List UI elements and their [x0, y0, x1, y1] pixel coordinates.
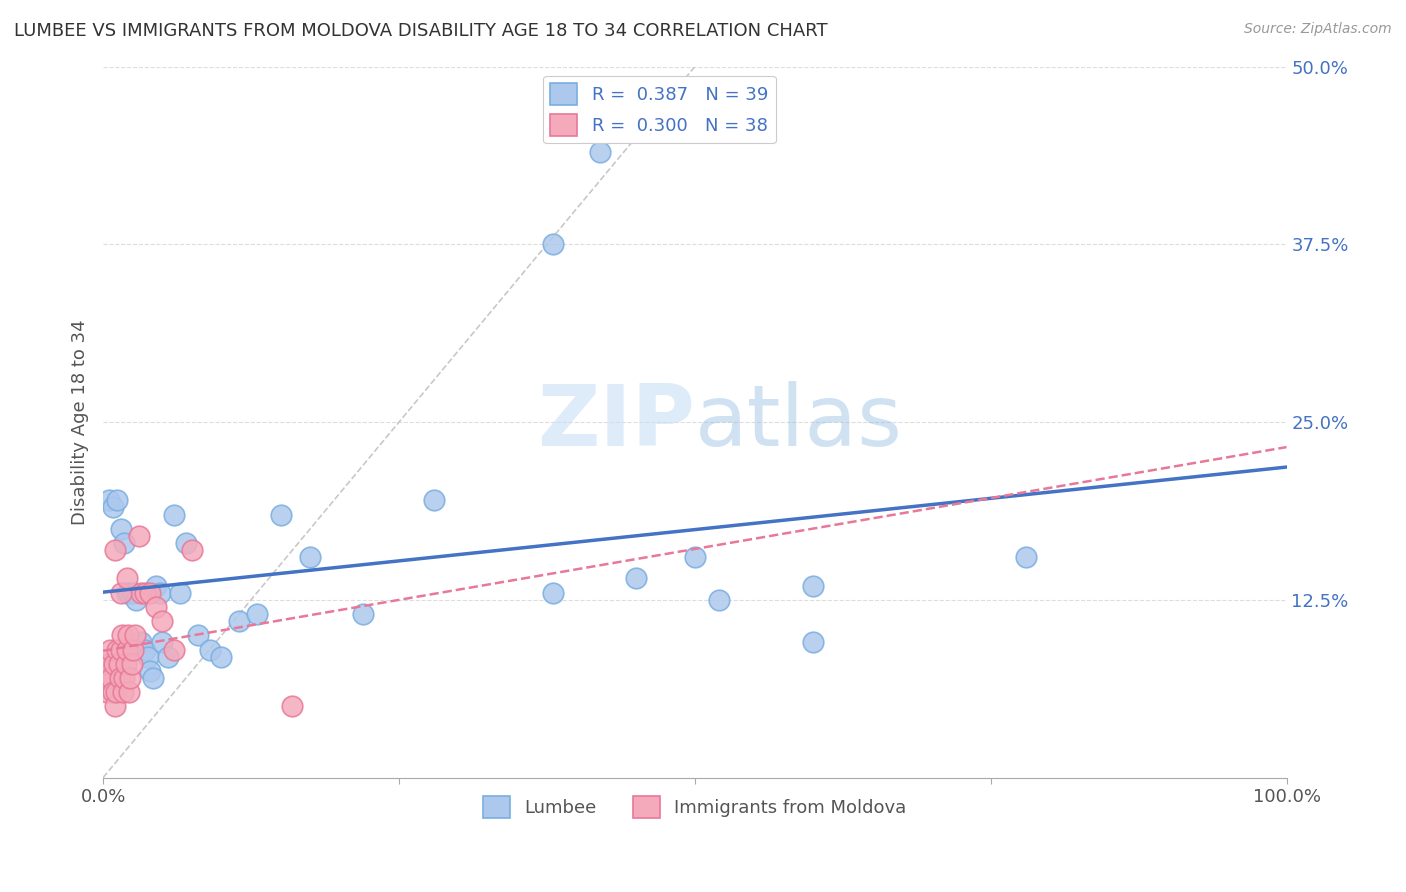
Point — [104, 699, 127, 714]
Point — [683, 550, 706, 565]
Point — [423, 493, 446, 508]
Point — [112, 685, 135, 699]
Y-axis label: Disability Age 18 to 34: Disability Age 18 to 34 — [72, 319, 89, 524]
Point — [98, 642, 121, 657]
Point — [134, 642, 156, 657]
Point — [120, 671, 142, 685]
Point — [150, 635, 173, 649]
Point — [104, 543, 127, 558]
Point — [101, 500, 124, 515]
Point — [121, 585, 143, 599]
Point — [128, 529, 150, 543]
Point — [121, 642, 143, 657]
Point — [353, 607, 375, 621]
Point — [124, 628, 146, 642]
Point — [281, 699, 304, 714]
Point — [115, 572, 138, 586]
Point — [169, 585, 191, 599]
Point — [163, 642, 186, 657]
Point — [541, 585, 564, 599]
Point — [157, 649, 180, 664]
Point — [228, 614, 250, 628]
Point — [136, 649, 159, 664]
Point — [139, 585, 162, 599]
Point — [108, 671, 131, 685]
Text: atlas: atlas — [695, 381, 903, 464]
Point — [149, 585, 172, 599]
Point — [180, 543, 202, 558]
Point — [174, 536, 197, 550]
Point — [801, 635, 824, 649]
Point — [624, 572, 647, 586]
Point — [114, 671, 136, 685]
Point — [100, 671, 122, 685]
Point — [105, 685, 128, 699]
Point — [198, 642, 221, 657]
Point — [97, 671, 120, 685]
Point — [101, 685, 124, 699]
Point — [150, 614, 173, 628]
Point — [246, 607, 269, 621]
Text: ZIP: ZIP — [537, 381, 695, 464]
Point — [142, 671, 165, 685]
Point — [98, 657, 121, 671]
Point — [299, 550, 322, 565]
Point — [125, 592, 148, 607]
Legend: Lumbee, Immigrants from Moldova: Lumbee, Immigrants from Moldova — [475, 789, 914, 825]
Point — [121, 657, 143, 671]
Point — [118, 685, 141, 699]
Point — [98, 493, 121, 508]
Point — [96, 685, 118, 699]
Point — [115, 642, 138, 657]
Point — [110, 642, 132, 657]
Point — [129, 635, 152, 649]
Text: Source: ZipAtlas.com: Source: ZipAtlas.com — [1244, 22, 1392, 37]
Point — [134, 585, 156, 599]
Point — [115, 585, 138, 599]
Point — [589, 145, 612, 159]
Point — [117, 628, 139, 642]
Point — [110, 522, 132, 536]
Point — [118, 585, 141, 599]
Point — [103, 657, 125, 671]
Point — [114, 536, 136, 550]
Point — [111, 628, 134, 642]
Point — [270, 508, 292, 522]
Point — [801, 579, 824, 593]
Point — [145, 599, 167, 614]
Point — [105, 493, 128, 508]
Point — [129, 585, 152, 599]
Point — [541, 237, 564, 252]
Point — [163, 508, 186, 522]
Point — [139, 664, 162, 678]
Point — [707, 592, 730, 607]
Point — [110, 585, 132, 599]
Point — [107, 657, 129, 671]
Point — [211, 649, 233, 664]
Point — [93, 671, 115, 685]
Point — [114, 657, 136, 671]
Text: LUMBEE VS IMMIGRANTS FROM MOLDOVA DISABILITY AGE 18 TO 34 CORRELATION CHART: LUMBEE VS IMMIGRANTS FROM MOLDOVA DISABI… — [14, 22, 828, 40]
Point — [105, 642, 128, 657]
Point — [187, 628, 209, 642]
Point — [1015, 550, 1038, 565]
Point — [145, 579, 167, 593]
Point — [94, 657, 117, 671]
